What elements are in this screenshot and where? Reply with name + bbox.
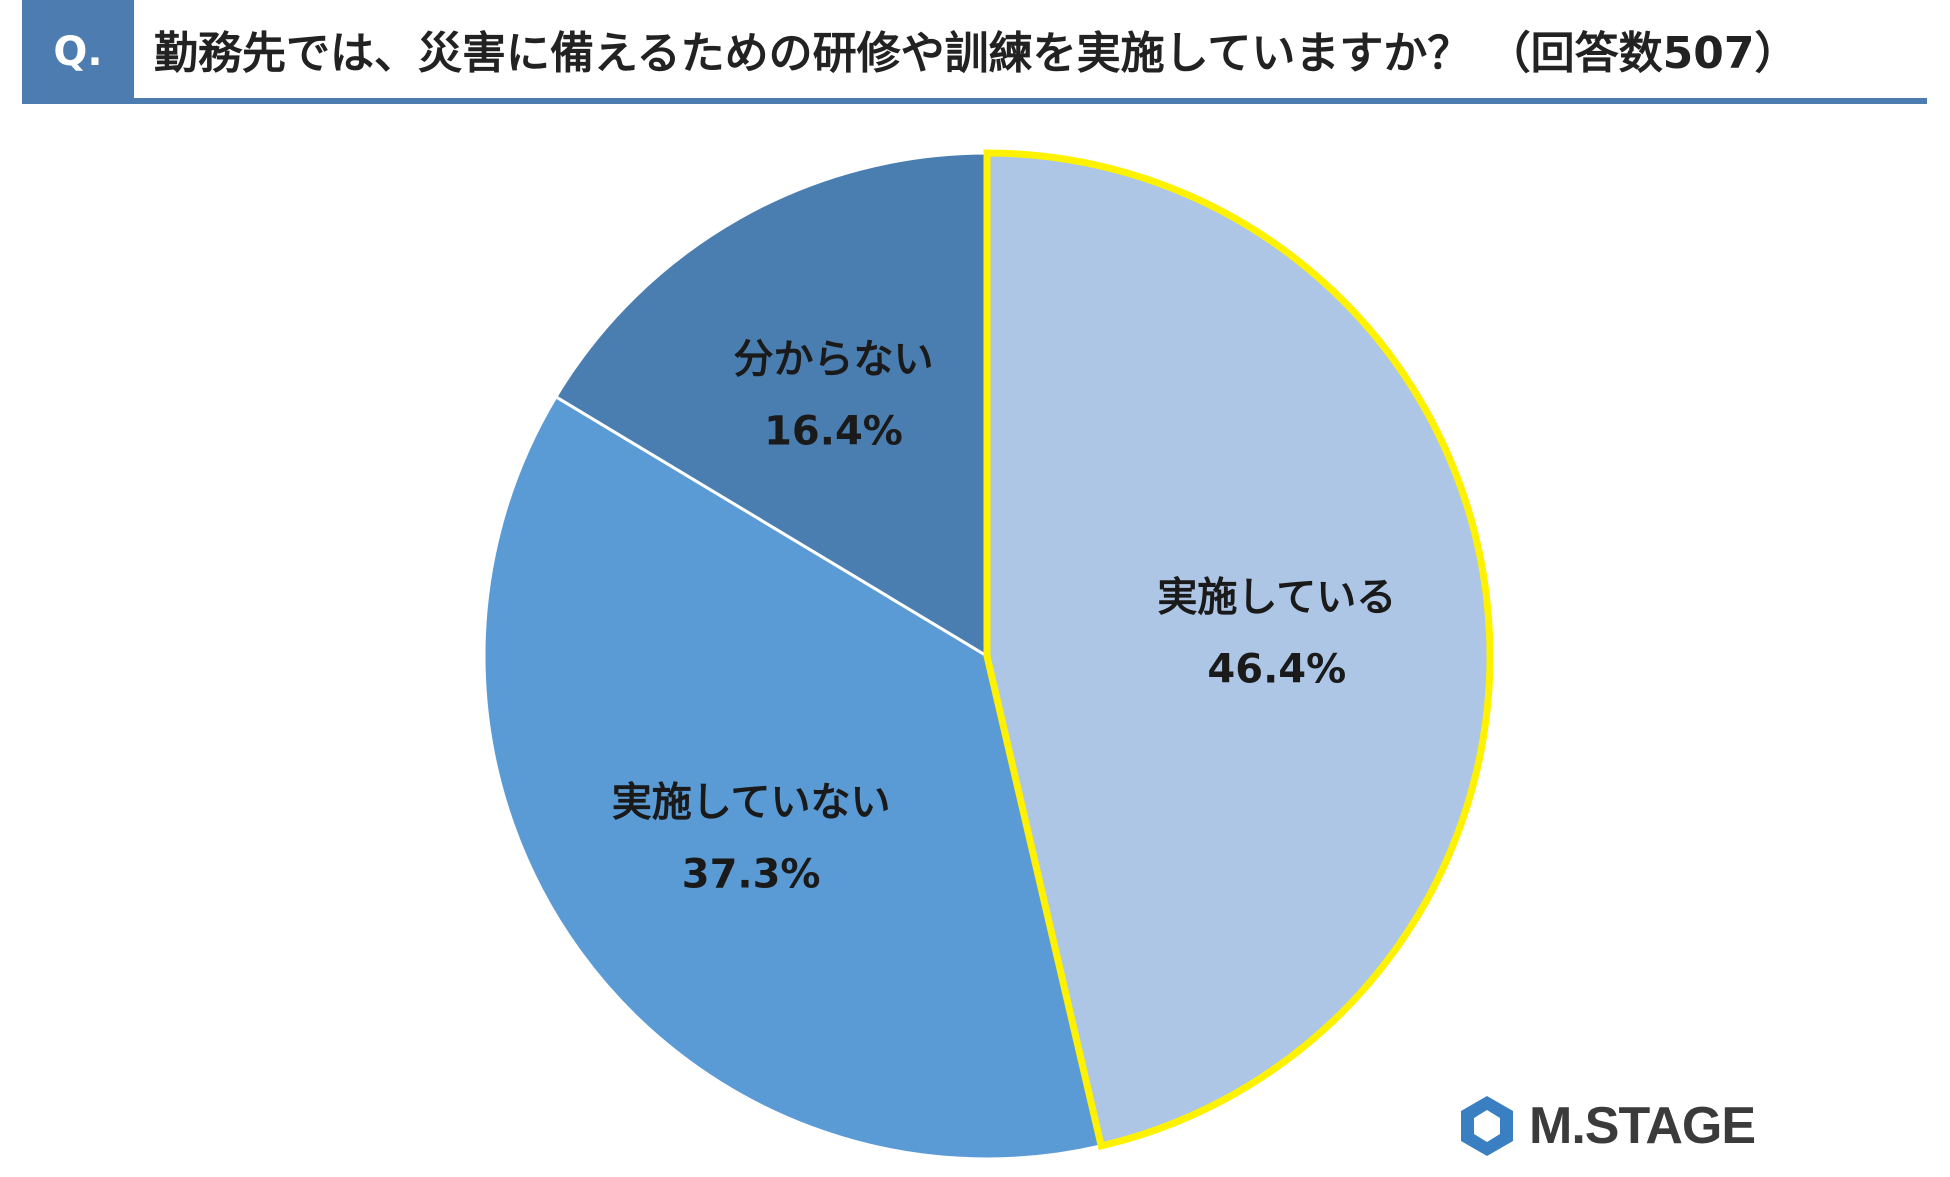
pie-labels: 実施している 46.4% 実施していない 37.3% 分からない 16.4% [612,337,1397,898]
brand-name: M.STAGE [1529,1097,1756,1155]
question-badge: Q. [22,0,134,104]
brand-hexagon-icon [1461,1096,1513,1156]
slice-label-2: 実施していない [612,780,891,826]
page-title: 勤務先では、災害に備えるための研修や訓練を実施していますか？ （回答数507） [154,28,1799,79]
slice-value-label-1: 46.4% [1207,647,1346,693]
slice-label-3: 分からない [733,337,933,383]
pie-highlights [983,149,1494,1151]
brand-logo: M.STAGE [1455,1090,1756,1162]
pie-slice-2 [482,394,1104,1161]
slice-label-1: 実施している [1157,575,1396,621]
slice-value-label-2: 37.3% [682,852,821,898]
slice-value-label-3: 16.4% [764,409,903,455]
pie-slice-1-highlight [983,149,1494,1151]
header: Q. 勤務先では、災害に備えるための研修や訓練を実施していますか？ （回答数50… [22,0,1927,104]
pie-slice-3 [553,151,989,659]
header-rule [134,98,1927,104]
